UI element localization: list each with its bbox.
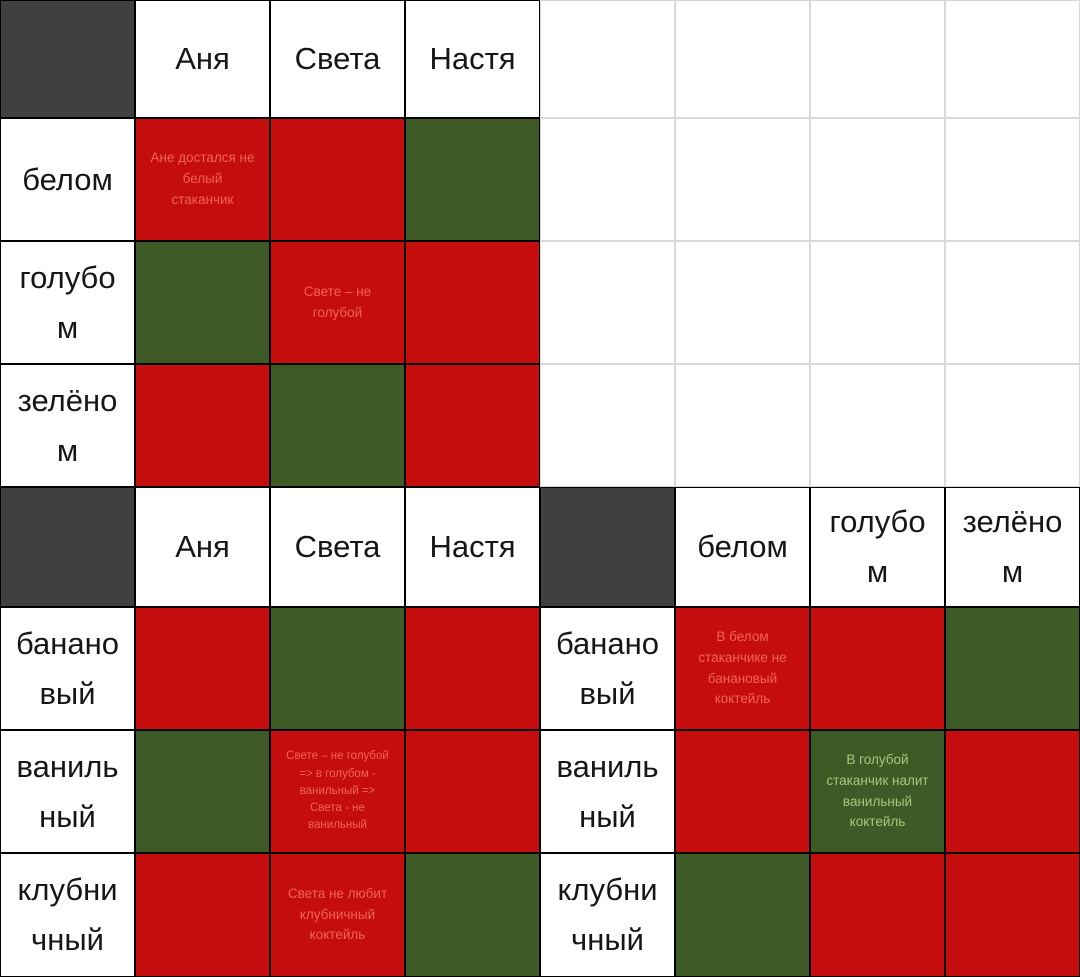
- clue-note: [470, 667, 476, 671]
- grid-cell-vanilla-nastya[interactable]: [405, 730, 540, 853]
- clue-note: [875, 913, 881, 917]
- corner-cell-bottom-right: [540, 487, 675, 607]
- clue-note: [740, 790, 746, 794]
- empty-grid-cell: [945, 364, 1080, 487]
- row-label-green-cup: зелёно м: [0, 364, 135, 487]
- column-header-anya: Аня: [135, 0, 270, 118]
- clue-note: [335, 667, 341, 671]
- clue-note: [335, 178, 341, 182]
- row-label-vanilla-left: ваниль ный: [0, 730, 135, 853]
- empty-grid-cell: [945, 0, 1080, 118]
- clue-note: [470, 790, 476, 794]
- grid-cell-banana-nastya[interactable]: [405, 607, 540, 730]
- column-header-sveta-2: Света: [270, 487, 405, 607]
- clue-note: [200, 301, 206, 305]
- column-header-sveta: Света: [270, 0, 405, 118]
- clue-note: [1010, 667, 1016, 671]
- clue-note: [200, 913, 206, 917]
- grid-cell-strawberry-blue[interactable]: [810, 853, 945, 977]
- clue-note: [1010, 913, 1016, 917]
- grid-cell-strawberry-sveta[interactable]: Света не любит клубничный коктейль: [270, 853, 405, 977]
- row-label-banana-left: банано вый: [0, 607, 135, 730]
- grid-cell-banana-sveta[interactable]: [270, 607, 405, 730]
- empty-grid-cell: [540, 118, 675, 241]
- clue-note: [740, 913, 746, 917]
- clue-note: Свете – не голубой => в голубом - ваниль…: [286, 750, 389, 832]
- grid-cell-strawberry-green[interactable]: [945, 853, 1080, 977]
- column-header-white-cup: белом: [675, 487, 810, 607]
- clue-note: [470, 424, 476, 428]
- empty-grid-cell: [675, 118, 810, 241]
- grid-cell-blue-anya[interactable]: [135, 241, 270, 364]
- clue-note: [470, 178, 476, 182]
- empty-grid-cell: [675, 0, 810, 118]
- grid-cell-vanilla-anya[interactable]: [135, 730, 270, 853]
- empty-grid-cell: [540, 0, 675, 118]
- grid-cell-banana-anya[interactable]: [135, 607, 270, 730]
- row-label-strawberry-left: клубни чный: [0, 853, 135, 977]
- clue-note: Света не любит клубничный коктейль: [287, 885, 388, 943]
- row-label-white-cup: белом: [0, 118, 135, 241]
- clue-note: [200, 790, 206, 794]
- grid-cell-blue-sveta[interactable]: Свете – не голубой: [270, 241, 405, 364]
- clue-note: В голубой стаканчик налит ванильный кокт…: [826, 751, 929, 830]
- clue-note: [200, 667, 206, 671]
- grid-cell-strawberry-white[interactable]: [675, 853, 810, 977]
- empty-grid-cell: [675, 241, 810, 364]
- empty-grid-cell: [540, 364, 675, 487]
- row-label-vanilla-right: ваниль ный: [540, 730, 675, 853]
- column-header-nastya-2: Настя: [405, 487, 540, 607]
- grid-cell-banana-green[interactable]: [945, 607, 1080, 730]
- grid-cell-vanilla-green[interactable]: [945, 730, 1080, 853]
- corner-cell-bottom-left: [0, 487, 135, 607]
- column-header-blue-cup: голубо м: [810, 487, 945, 607]
- clue-note: [470, 301, 476, 305]
- corner-cell-top: [0, 0, 135, 118]
- clue-note: [1010, 790, 1016, 794]
- grid-cell-banana-blue[interactable]: [810, 607, 945, 730]
- empty-grid-cell: [810, 241, 945, 364]
- grid-cell-vanilla-blue[interactable]: В голубой стаканчик налит ванильный кокт…: [810, 730, 945, 853]
- column-header-anya-2: Аня: [135, 487, 270, 607]
- row-label-strawberry-right: клубни чный: [540, 853, 675, 977]
- empty-grid-cell: [945, 241, 1080, 364]
- grid-cell-banana-white[interactable]: В белом стаканчике не банановый коктейль: [675, 607, 810, 730]
- column-header-nastya: Настя: [405, 0, 540, 118]
- grid-cell-green-anya[interactable]: [135, 364, 270, 487]
- row-label-banana-right: банано вый: [540, 607, 675, 730]
- column-header-green-cup: зелёно м: [945, 487, 1080, 607]
- empty-grid-cell: [810, 364, 945, 487]
- empty-grid-cell: [675, 364, 810, 487]
- grid-cell-white-anya[interactable]: Ане достался не белый стаканчик: [135, 118, 270, 241]
- row-label-blue-cup: голубо м: [0, 241, 135, 364]
- grid-cell-vanilla-sveta[interactable]: Свете – не голубой => в голубом - ваниль…: [270, 730, 405, 853]
- grid-cell-vanilla-white[interactable]: [675, 730, 810, 853]
- grid-cell-white-nastya[interactable]: [405, 118, 540, 241]
- grid-cell-green-sveta[interactable]: [270, 364, 405, 487]
- clue-note: Свете – не голубой: [303, 283, 372, 320]
- empty-grid-cell: [810, 0, 945, 118]
- grid-cell-strawberry-anya[interactable]: [135, 853, 270, 977]
- empty-grid-cell: [945, 118, 1080, 241]
- clue-note: [470, 913, 476, 917]
- empty-grid-cell: [540, 241, 675, 364]
- clue-note: [875, 667, 881, 671]
- clue-note: [200, 424, 206, 428]
- empty-grid-cell: [810, 118, 945, 241]
- grid-cell-white-sveta[interactable]: [270, 118, 405, 241]
- clue-note: Ане достался не белый стаканчик: [150, 150, 255, 207]
- clue-note: [335, 424, 341, 428]
- grid-cell-strawberry-nastya[interactable]: [405, 853, 540, 977]
- grid-cell-green-nastya[interactable]: [405, 364, 540, 487]
- grid-cell-blue-nastya[interactable]: [405, 241, 540, 364]
- clue-note: В белом стаканчике не банановый коктейль: [698, 628, 787, 707]
